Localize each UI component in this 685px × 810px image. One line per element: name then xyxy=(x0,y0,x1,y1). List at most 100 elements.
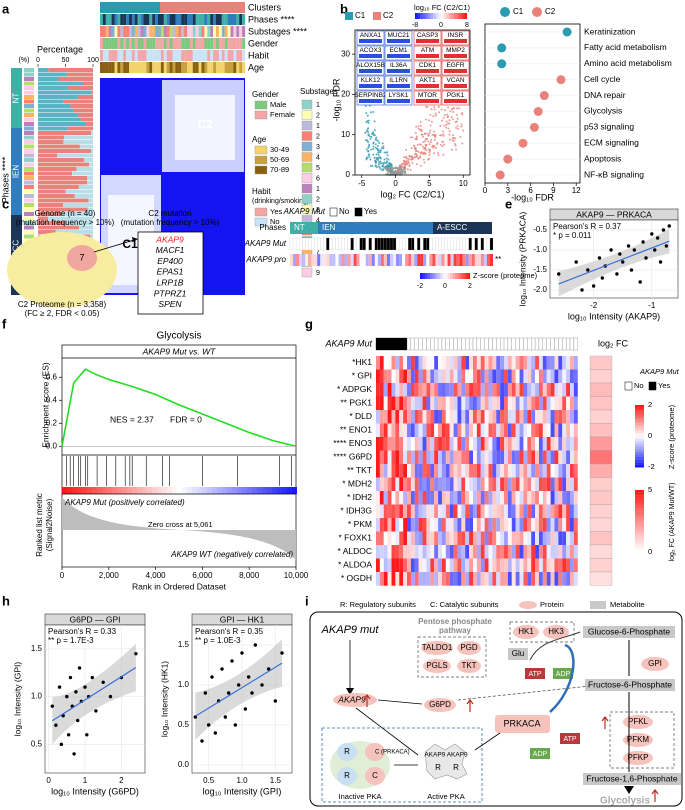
heat-cell xyxy=(492,356,497,370)
heat-cell xyxy=(426,531,431,546)
heat-cell xyxy=(410,464,415,478)
track-cell xyxy=(210,26,214,37)
track-cell xyxy=(100,14,103,25)
heat-cell xyxy=(523,477,528,492)
legend-swatch xyxy=(301,120,313,131)
tick-label: 3 xyxy=(506,186,511,195)
colorbar-cell xyxy=(460,273,463,279)
heat-cell xyxy=(476,464,481,478)
track-cell xyxy=(210,38,214,49)
pathway-label: NF-κB signaling xyxy=(584,169,644,179)
heat-cell xyxy=(376,410,380,424)
fc-cell xyxy=(589,544,613,559)
volcano-point xyxy=(364,104,367,107)
volcano-point xyxy=(408,164,411,167)
gene-label: * DLD xyxy=(349,411,372,421)
subunit xyxy=(337,767,357,785)
colorbar-cell xyxy=(420,13,423,19)
volcano-point xyxy=(450,116,453,119)
label: Fructose-1,6-Phosphate xyxy=(586,773,677,783)
track-cell xyxy=(224,62,228,73)
pct-bar xyxy=(87,207,93,212)
heat-cell xyxy=(445,477,450,492)
track-cell xyxy=(184,62,188,73)
heat-cell xyxy=(566,396,571,411)
track-cell xyxy=(137,38,141,49)
rank-color xyxy=(232,487,237,494)
heat-cell xyxy=(391,396,396,411)
track-cell xyxy=(158,38,161,49)
tick-label: 10 xyxy=(459,179,468,188)
heat-cell xyxy=(403,383,408,397)
track-cell xyxy=(198,26,202,37)
track-cell xyxy=(175,62,179,73)
heat-cell xyxy=(414,410,419,424)
heat-cell xyxy=(562,504,567,519)
mut-cell xyxy=(292,237,297,251)
metabolite xyxy=(585,679,675,691)
heat-cell xyxy=(554,504,559,519)
heat-cell xyxy=(430,572,435,586)
point xyxy=(253,643,258,647)
track-cell xyxy=(239,26,243,37)
axis-label: -log₁₀ FDR xyxy=(511,192,554,202)
pro-cell xyxy=(417,254,421,266)
rank-color xyxy=(127,487,132,494)
axis-box xyxy=(484,23,581,184)
heat-cell xyxy=(469,491,474,505)
heat-cell xyxy=(410,504,415,519)
track-cell xyxy=(102,14,106,25)
heat-cell xyxy=(570,464,574,478)
heat-cell xyxy=(515,504,520,519)
heat-cell xyxy=(465,558,470,573)
phase-block xyxy=(290,222,318,234)
heat-cell xyxy=(573,531,578,546)
label: C2 xyxy=(383,11,394,20)
heat-cell xyxy=(399,464,404,478)
volcano-point xyxy=(386,172,389,175)
volcano-point xyxy=(436,141,439,144)
heat-cell xyxy=(410,545,415,559)
heat-cell xyxy=(476,437,481,451)
heat-cell xyxy=(527,396,532,411)
track-cell xyxy=(213,50,217,61)
heat-cell xyxy=(507,558,512,573)
track-cell xyxy=(149,50,153,61)
heat-cell xyxy=(473,423,477,438)
pro-cell xyxy=(480,254,484,266)
heat-cell xyxy=(496,531,501,546)
pct-bar xyxy=(78,185,93,189)
track-cell xyxy=(201,26,205,37)
track-label: Gender xyxy=(248,38,278,48)
label: AKAP9 WT (negatively correlated) xyxy=(170,550,293,559)
colorbar-cell xyxy=(635,441,644,445)
track-cell xyxy=(201,14,205,25)
mut-cell xyxy=(395,337,400,351)
heat-cell xyxy=(562,437,567,451)
colorbar-cell xyxy=(442,273,446,279)
heat-cell xyxy=(546,545,551,559)
gene-value xyxy=(416,69,439,73)
track-cell xyxy=(134,14,138,25)
heat-cell xyxy=(403,356,408,370)
track-cell xyxy=(155,26,159,37)
heat-cell xyxy=(515,572,520,586)
mut-cell xyxy=(295,237,300,251)
volcano-point xyxy=(443,124,446,127)
heat-cell xyxy=(488,504,493,519)
volcano-point xyxy=(367,122,370,125)
volcano-point xyxy=(386,165,389,168)
volcano-point xyxy=(397,172,400,175)
plot-title: GPI — HK1 xyxy=(220,614,265,624)
heat-cell xyxy=(511,356,516,370)
heat-cell xyxy=(480,383,485,397)
heat-cell xyxy=(403,531,408,546)
volcano-point xyxy=(367,141,370,144)
heat-cell xyxy=(550,450,555,465)
pct-bar xyxy=(38,221,66,225)
mut-cell xyxy=(484,337,489,351)
legend-metabolite xyxy=(590,601,606,609)
colorbar-cell xyxy=(635,431,644,434)
label: Gender xyxy=(252,90,279,99)
tick-label: 0 xyxy=(36,57,40,64)
